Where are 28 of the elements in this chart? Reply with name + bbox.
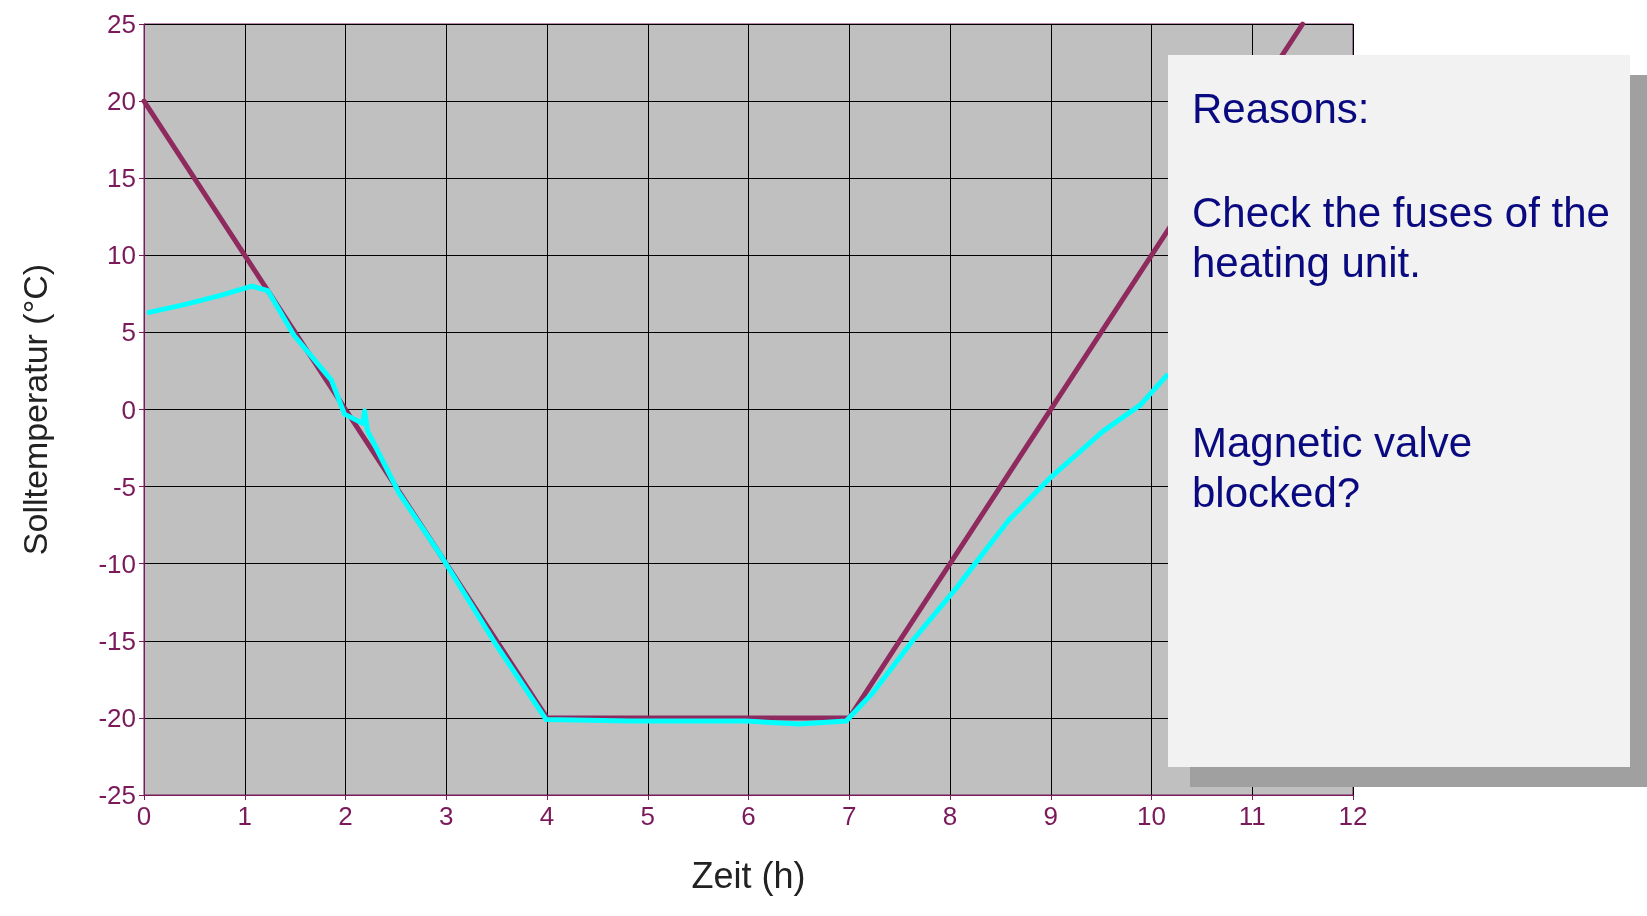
x-tick-label: 8 — [942, 801, 958, 831]
y-tick-label: 25 — [107, 9, 136, 39]
x-tick-label: 6 — [741, 801, 756, 831]
x-tick-label: 5 — [640, 801, 655, 831]
annotation: Check the fuses of the heating unit. — [1192, 188, 1611, 288]
x-tick-label: 10 — [1137, 801, 1166, 831]
y-tick-label: 5 — [121, 317, 136, 348]
y-tick-label: -5 — [112, 471, 136, 502]
y-tick-label: -15 — [98, 625, 136, 656]
x-tick-label: 2 — [338, 801, 353, 831]
y-tick-label: 0 — [121, 394, 136, 425]
x-tick-label: 11 — [1238, 801, 1266, 831]
x-tick-label: 1 — [237, 801, 252, 831]
x-tick-label: 7 — [842, 801, 857, 831]
x-tick-label: 3 — [439, 801, 454, 831]
y-tick-label: 10 — [107, 240, 136, 271]
y-tick-label: -20 — [98, 702, 136, 733]
x-tick-label: 4 — [539, 801, 555, 831]
annotation: Reasons: — [1192, 84, 1371, 134]
x-axis-title: Zeit (h) — [691, 854, 806, 896]
y-tick-label: 20 — [107, 86, 136, 117]
annotation: Magnetic valve blocked? — [1192, 418, 1474, 518]
x-tick-label: 9 — [1043, 801, 1058, 831]
y-tick-label: -10 — [98, 548, 136, 579]
y-axis-title: Solltemperatur (°C) — [16, 263, 54, 556]
y-tick-label: -25 — [98, 780, 136, 810]
x-tick-label: 12 — [1338, 801, 1368, 831]
y-tick-label: 15 — [107, 163, 136, 194]
